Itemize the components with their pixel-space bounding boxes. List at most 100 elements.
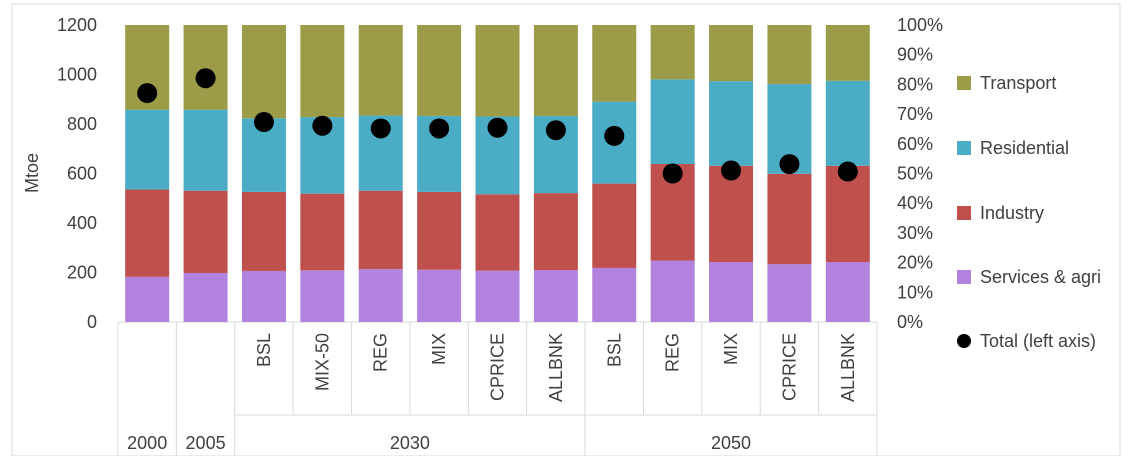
total-marker xyxy=(779,154,800,175)
bar-segment xyxy=(533,270,578,322)
bar-segment xyxy=(475,25,520,117)
bar-segment xyxy=(709,165,754,263)
bar-segment xyxy=(300,193,345,271)
bar-segment xyxy=(533,193,578,271)
total-marker xyxy=(312,115,333,136)
total-marker xyxy=(429,118,450,139)
y-right-tick-label: 40% xyxy=(897,193,933,213)
bar-segment xyxy=(825,262,870,322)
bar-segment xyxy=(417,191,462,270)
legend-swatch xyxy=(957,206,971,220)
bar-segment xyxy=(183,190,228,273)
x-tick-label: ALLBNK xyxy=(546,333,566,402)
legend-swatch xyxy=(957,76,971,90)
bar-segment xyxy=(592,25,637,102)
bar-segment xyxy=(300,270,345,322)
bar-segment xyxy=(183,272,228,322)
bar-segment xyxy=(650,79,695,164)
total-marker xyxy=(662,163,683,184)
y-left-tick-label: 200 xyxy=(67,263,97,283)
x-tick-label: REG xyxy=(371,333,391,372)
y-right-tick-label: 0% xyxy=(897,312,923,332)
bar-segment xyxy=(475,270,520,322)
legend-label: Transport xyxy=(980,73,1056,93)
bar-segment xyxy=(650,25,695,80)
bar-segment xyxy=(475,194,520,271)
total-marker xyxy=(195,68,216,89)
y-right-tick-label: 10% xyxy=(897,282,933,302)
x-tick-label: MIX xyxy=(429,333,449,365)
legend-label: Industry xyxy=(980,203,1044,223)
bar-segment xyxy=(300,25,345,118)
total-marker xyxy=(604,125,625,146)
y-right-tick-label: 30% xyxy=(897,223,933,243)
y-left-tick-label: 1000 xyxy=(57,65,97,85)
legend-label: Residential xyxy=(980,138,1069,158)
x-tick-label: MIX xyxy=(721,333,741,365)
x-tick-label: CPRICE xyxy=(779,333,799,401)
bar-segment xyxy=(125,276,170,322)
total-marker xyxy=(370,118,391,139)
bar-segment xyxy=(825,165,870,263)
bar-segment xyxy=(825,80,870,166)
bar-segment xyxy=(358,269,403,322)
bar-segment xyxy=(825,25,870,81)
bar-segment xyxy=(358,190,403,270)
total-marker xyxy=(487,117,508,138)
legend-swatch xyxy=(957,141,971,155)
total-marker xyxy=(137,83,158,104)
y-right-tick-label: 100% xyxy=(897,15,943,35)
bar-segment xyxy=(592,183,637,268)
bar-segment xyxy=(241,25,286,119)
x-tick-label: BSL xyxy=(254,333,274,367)
legend-label: Total (left axis) xyxy=(980,331,1096,351)
y-right-tick-label: 70% xyxy=(897,104,933,124)
total-marker xyxy=(545,120,566,141)
y-axis-title: Mtoe xyxy=(22,153,42,193)
x-tick-label: CPRICE xyxy=(488,333,508,401)
bar-segment xyxy=(709,25,754,82)
y-left-tick-label: 0 xyxy=(87,312,97,332)
legend: Transport Residential Industry Services & a… xyxy=(957,73,1101,351)
bar-segment xyxy=(241,191,286,271)
bar-segment xyxy=(125,109,170,190)
bar-segment xyxy=(767,173,812,265)
bar-segment xyxy=(709,81,754,166)
bar-segment xyxy=(533,25,578,116)
bar-segment xyxy=(358,25,403,116)
y-right-tick-label: 90% xyxy=(897,45,933,65)
y-right-tick-label: 50% xyxy=(897,164,933,184)
axes: 0 200 400 600 800 1000 1200 0% 10% 20% 30% 40% 50% 60… xyxy=(57,15,943,456)
y-left-tick-label: 800 xyxy=(67,114,97,134)
y-left-tick-label: 600 xyxy=(67,164,97,184)
y-right-tick-label: 60% xyxy=(897,134,933,154)
bar-segment xyxy=(592,267,637,322)
bar-segment xyxy=(417,25,462,116)
y-right-tick-label: 80% xyxy=(897,74,933,94)
x-group-label: 2050 xyxy=(711,433,751,453)
bar-segment xyxy=(241,270,286,322)
total-marker xyxy=(837,161,858,182)
total-marker xyxy=(253,112,274,133)
x-tick-label: ALLBNK xyxy=(838,333,858,402)
x-group-label: 2000 xyxy=(127,433,167,453)
x-axis-labels: BSL MIX-50 REG MIX CPRICE ALLBNK BSL REG MIX CPRI… xyxy=(127,333,858,453)
bar-segment xyxy=(650,260,695,322)
x-group-label: 2030 xyxy=(390,433,430,453)
bar-segment xyxy=(709,262,754,322)
bar-segment xyxy=(183,25,228,110)
bar-segment xyxy=(767,264,812,322)
legend-marker xyxy=(957,334,971,348)
y-left-tick-label: 1200 xyxy=(57,15,97,35)
bar-segment xyxy=(767,25,812,85)
x-tick-label: BSL xyxy=(604,333,624,367)
legend-swatch xyxy=(957,270,971,284)
bar-segment xyxy=(417,269,462,322)
legend-label: Services & agri xyxy=(980,267,1101,287)
bar-segment xyxy=(183,109,228,191)
y-right-tick-label: 20% xyxy=(897,253,933,273)
y-left-tick-label: 400 xyxy=(67,213,97,233)
total-markers xyxy=(137,68,858,184)
total-marker xyxy=(721,160,742,181)
